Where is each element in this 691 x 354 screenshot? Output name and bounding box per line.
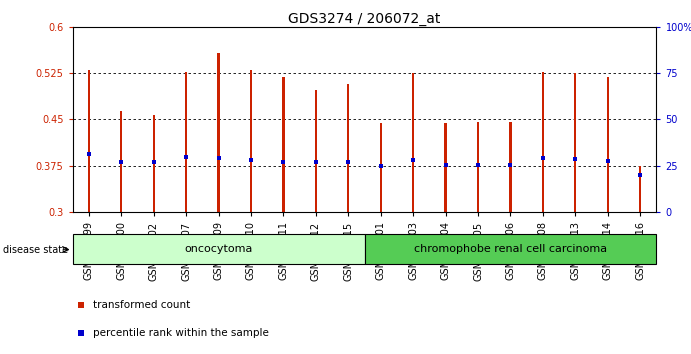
Bar bbox=[444, 122, 447, 212]
Bar bbox=[364, 234, 656, 264]
Bar bbox=[153, 115, 155, 212]
Bar bbox=[88, 70, 90, 212]
Bar bbox=[509, 122, 511, 212]
Text: transformed count: transformed count bbox=[93, 299, 190, 310]
Bar bbox=[314, 90, 317, 212]
Bar bbox=[185, 72, 187, 212]
Text: disease state: disease state bbox=[3, 245, 68, 255]
Bar bbox=[282, 77, 285, 212]
Bar bbox=[347, 84, 350, 212]
Text: oncocytoma: oncocytoma bbox=[184, 244, 253, 254]
Text: percentile rank within the sample: percentile rank within the sample bbox=[93, 327, 269, 338]
Bar bbox=[607, 77, 609, 212]
Bar bbox=[73, 234, 365, 264]
Bar bbox=[250, 70, 252, 212]
Title: GDS3274 / 206072_at: GDS3274 / 206072_at bbox=[288, 12, 441, 25]
Bar bbox=[120, 112, 122, 212]
Bar bbox=[412, 73, 415, 212]
Bar bbox=[477, 122, 479, 212]
Text: chromophobe renal cell carcinoma: chromophobe renal cell carcinoma bbox=[414, 244, 607, 254]
Bar bbox=[639, 166, 641, 212]
Bar bbox=[379, 123, 382, 212]
Bar bbox=[218, 52, 220, 212]
Bar bbox=[542, 72, 544, 212]
Bar bbox=[574, 73, 576, 212]
